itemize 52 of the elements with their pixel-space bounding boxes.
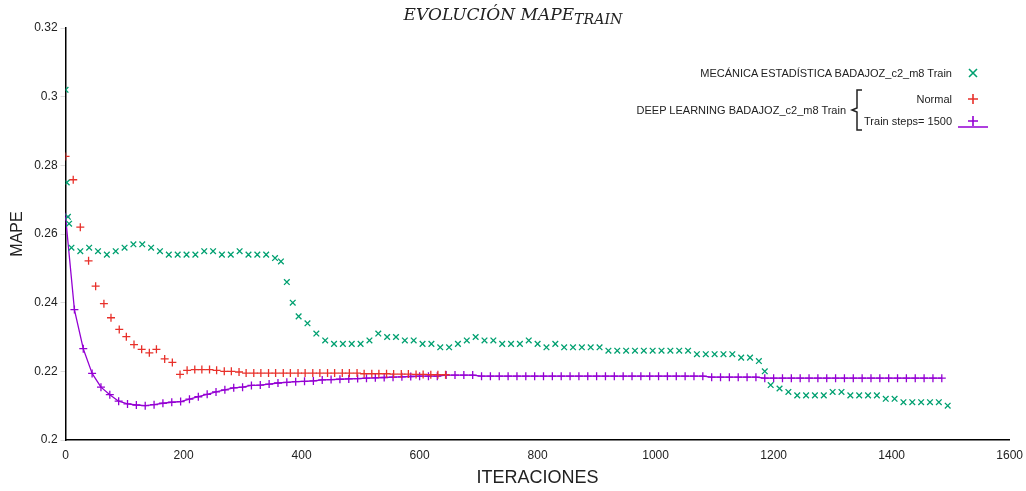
point	[263, 368, 274, 378]
point	[315, 368, 325, 378]
point	[300, 368, 310, 378]
point	[182, 365, 192, 375]
point	[175, 369, 185, 380]
point	[234, 367, 244, 377]
point	[106, 313, 116, 323]
y-tick-label: 0.3	[40, 88, 58, 103]
x-tick-label: 0	[62, 447, 70, 462]
point	[160, 354, 170, 364]
x-tick-label: 400	[291, 447, 312, 462]
legend-title: DEEP LEARNING BADAJOZ_c2_m8 Train	[636, 104, 847, 116]
point	[359, 369, 369, 379]
x-axis-title: ITERACIONES	[476, 467, 599, 488]
point	[256, 368, 266, 378]
point	[411, 369, 421, 380]
point	[293, 368, 303, 378]
chart-title: EVOLUCIÓN MAPE$_{TRAIN}$	[403, 4, 623, 28]
y-tick-label: 0.28	[34, 157, 58, 172]
point	[197, 364, 207, 375]
point	[337, 368, 347, 378]
legend-label: Normal	[916, 93, 952, 105]
x-tick-label: 1200	[760, 447, 788, 462]
y-axis-title: MAPE	[8, 211, 26, 257]
x-tick-label: 600	[409, 447, 430, 462]
point	[374, 369, 384, 379]
x-tick-label: 1600	[996, 447, 1024, 462]
x-tick-label: 1400	[878, 447, 906, 462]
point	[322, 368, 333, 378]
point	[270, 368, 281, 378]
point	[99, 299, 109, 309]
point	[308, 368, 318, 378]
point	[344, 368, 355, 378]
point	[329, 368, 340, 378]
legend-label: MECÁNICA ESTADÍSTICA BADAJOZ_c2_m8 Train	[700, 67, 952, 79]
point	[129, 339, 139, 350]
y-tick-label: 0.2	[40, 432, 58, 447]
legend-label: Train steps= 1500	[864, 115, 952, 127]
y-tick-label: 0.24	[34, 294, 58, 309]
x-tick-label: 200	[173, 447, 194, 462]
point	[418, 369, 428, 380]
x-tick-label: 1000	[642, 447, 670, 462]
y-tick-label: 0.22	[34, 363, 58, 378]
x-tick-label: 800	[527, 447, 548, 462]
point	[241, 368, 251, 378]
point	[285, 368, 296, 378]
point	[75, 222, 85, 232]
y-tick-label: 0.26	[34, 226, 58, 241]
point	[352, 368, 362, 378]
point	[278, 368, 288, 378]
point	[249, 368, 259, 378]
y-tick-label: 0.32	[34, 20, 58, 35]
